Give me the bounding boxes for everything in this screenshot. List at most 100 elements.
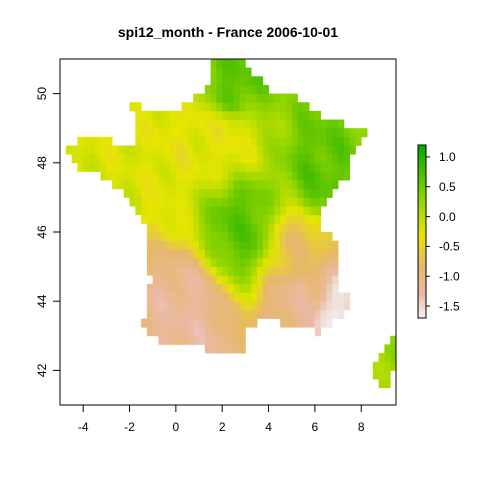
heatmap-cell bbox=[314, 197, 322, 207]
heatmap-cell bbox=[181, 214, 188, 224]
heatmap-cell bbox=[268, 249, 275, 259]
heatmap-cell bbox=[233, 102, 240, 112]
heatmap-cell bbox=[320, 232, 327, 242]
heatmap-cell bbox=[268, 240, 275, 250]
heatmap-cell bbox=[199, 327, 206, 337]
heatmap-cell bbox=[291, 136, 298, 146]
heatmap-cell bbox=[384, 379, 391, 389]
heatmap-cell bbox=[164, 188, 171, 198]
heatmap-cell bbox=[199, 249, 206, 259]
x-tick-label: 6 bbox=[312, 420, 319, 434]
heatmap-cell bbox=[378, 353, 385, 363]
heatmap-cell bbox=[210, 232, 217, 242]
heatmap-cell bbox=[146, 171, 154, 181]
heatmap-cell bbox=[245, 171, 252, 181]
heatmap-cell bbox=[303, 188, 310, 198]
heatmap-cell bbox=[146, 266, 154, 276]
heatmap-cell bbox=[175, 171, 183, 181]
heatmap-cell bbox=[175, 188, 183, 198]
colorbar-tick-label: 0.5 bbox=[439, 180, 456, 194]
heatmap-cell bbox=[239, 327, 246, 337]
heatmap-cell bbox=[193, 136, 200, 146]
heatmap-cell bbox=[332, 162, 339, 172]
heatmap-cell bbox=[262, 257, 269, 267]
heatmap-cell bbox=[175, 223, 183, 233]
heatmap-cell bbox=[239, 301, 246, 311]
heatmap-cell bbox=[210, 240, 217, 250]
heatmap-cell bbox=[181, 309, 188, 319]
heatmap-cell bbox=[251, 119, 258, 129]
heatmap-cell bbox=[256, 309, 264, 319]
heatmap-cell bbox=[164, 309, 171, 319]
heatmap-cell bbox=[233, 67, 240, 77]
heatmap-cell bbox=[181, 283, 188, 293]
heatmap-cell bbox=[158, 180, 165, 190]
heatmap-cell bbox=[326, 136, 333, 146]
heatmap-cell bbox=[170, 309, 177, 319]
heatmap-cell bbox=[245, 110, 252, 120]
heatmap-cell bbox=[204, 214, 212, 224]
heatmap-cell bbox=[210, 188, 217, 198]
heatmap-cell bbox=[210, 171, 217, 181]
heatmap-cell bbox=[233, 240, 240, 250]
heatmap-cell bbox=[291, 110, 298, 120]
heatmap-cell bbox=[262, 136, 269, 146]
heatmap-cell bbox=[141, 119, 148, 129]
heatmap-cell bbox=[141, 136, 148, 146]
heatmap-cell bbox=[245, 214, 252, 224]
heatmap-cell bbox=[181, 292, 188, 302]
heatmap-cell bbox=[170, 292, 177, 302]
heatmap-cell bbox=[199, 301, 206, 311]
heatmap-cell bbox=[268, 292, 275, 302]
heatmap-cell bbox=[210, 309, 217, 319]
colorbar-scale bbox=[417, 144, 427, 319]
heatmap-cell bbox=[204, 180, 212, 190]
heatmap-cell bbox=[175, 327, 183, 337]
heatmap-cell bbox=[228, 128, 235, 138]
heatmap-cell bbox=[303, 309, 310, 319]
heatmap-cell bbox=[303, 292, 310, 302]
heatmap-cell bbox=[164, 292, 171, 302]
heatmap-cell bbox=[129, 197, 136, 207]
heatmap-cell bbox=[170, 145, 177, 155]
heatmap-cell bbox=[112, 171, 119, 181]
heatmap-cell bbox=[129, 102, 136, 112]
heatmap-cell bbox=[193, 309, 200, 319]
heatmap-cell bbox=[268, 162, 275, 172]
heatmap-cell bbox=[251, 206, 258, 216]
heatmap-cell bbox=[187, 327, 194, 337]
heatmap-cell bbox=[112, 180, 119, 190]
heatmap-cell bbox=[262, 119, 269, 129]
heatmap-cell bbox=[280, 309, 287, 319]
heatmap-cell bbox=[158, 119, 165, 129]
heatmap-cell bbox=[233, 128, 240, 138]
heatmap-cell bbox=[256, 257, 264, 267]
heatmap-cell bbox=[239, 318, 246, 328]
heatmap-cell bbox=[285, 154, 293, 164]
heatmap-cell bbox=[199, 283, 206, 293]
heatmap-cell bbox=[170, 180, 177, 190]
heatmap-cell bbox=[187, 136, 194, 146]
heatmap-cell bbox=[239, 84, 246, 94]
heatmap-cell bbox=[291, 309, 298, 319]
heatmap-cell bbox=[187, 301, 194, 311]
heatmap-cell bbox=[222, 301, 229, 311]
heatmap-cell bbox=[187, 249, 194, 259]
heatmap-cell bbox=[332, 171, 339, 181]
heatmap-cell bbox=[135, 128, 142, 138]
heatmap-cell bbox=[280, 292, 287, 302]
heatmap-cell bbox=[262, 249, 269, 259]
heatmap-cell bbox=[222, 197, 229, 207]
heatmap-cell bbox=[193, 257, 200, 267]
heatmap-cell bbox=[164, 223, 171, 233]
y-tick-label: 44 bbox=[35, 294, 49, 308]
heatmap-cell bbox=[297, 136, 304, 146]
heatmap-cell bbox=[152, 136, 159, 146]
heatmap-cell bbox=[199, 162, 206, 172]
heatmap-cell bbox=[280, 136, 287, 146]
heatmap-cell bbox=[274, 188, 281, 198]
heatmap-cell bbox=[314, 119, 322, 129]
heatmap-cell bbox=[309, 240, 316, 250]
heatmap-cell bbox=[251, 188, 258, 198]
heatmap-cell bbox=[309, 214, 316, 224]
